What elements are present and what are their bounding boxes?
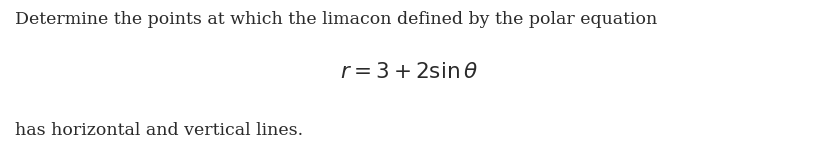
- Text: has horizontal and vertical lines.: has horizontal and vertical lines.: [15, 122, 303, 139]
- Text: $r = 3 + 2\sin\theta$: $r = 3 + 2\sin\theta$: [341, 61, 478, 84]
- Text: Determine the points at which the limacon defined by the polar equation: Determine the points at which the limaco…: [15, 11, 657, 28]
